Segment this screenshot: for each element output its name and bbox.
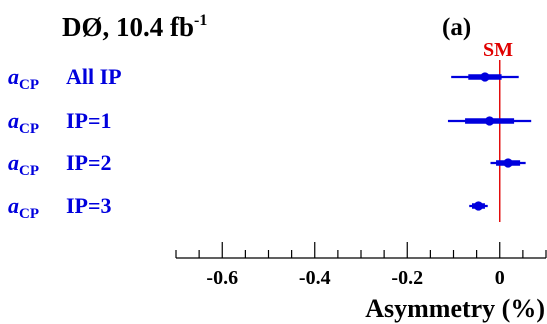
x-tick-label: 0	[495, 267, 505, 289]
x-tick-label: -0.4	[299, 267, 331, 289]
row-label-symbol: a	[8, 108, 19, 133]
row-label-text: IP=1	[66, 108, 112, 133]
row-label-symbol: a	[8, 193, 19, 218]
data-point	[484, 116, 495, 126]
row-label-subscript: CP	[19, 206, 39, 222]
row-label: aCP IP=2	[8, 150, 112, 179]
row-label-symbol: a	[8, 64, 19, 89]
data-point	[480, 72, 490, 82]
x-tick-label: -0.6	[206, 267, 238, 289]
chart-title-text: DØ, 10.4 fb	[62, 12, 194, 42]
data-point	[503, 158, 513, 168]
x-tick-label: -0.2	[391, 267, 423, 289]
sm-label: SM	[483, 39, 513, 61]
row-label: aCP All IP	[8, 64, 122, 93]
row-label: aCP IP=3	[8, 193, 112, 222]
row-label-subscript: CP	[19, 77, 39, 93]
data-marks	[447, 60, 532, 222]
x-axis-label: Asymmetry (%)	[365, 294, 545, 323]
row-label-text: IP=2	[66, 150, 112, 175]
row-label-symbol: a	[8, 150, 19, 175]
chart-title-superscript: -1	[194, 12, 207, 29]
x-axis: -0.6 -0.4 -0.2 0	[175, 242, 547, 289]
chart-title: DØ, 10.4 fb-1	[62, 12, 207, 42]
row-label-text: All IP	[66, 64, 122, 89]
row-label-subscript: CP	[19, 121, 39, 137]
data-point	[473, 201, 484, 211]
row-label: aCP IP=1	[8, 108, 112, 137]
row-label-text: IP=3	[66, 193, 112, 218]
panel-label: (a)	[442, 14, 471, 41]
row-label-subscript: CP	[19, 163, 39, 179]
